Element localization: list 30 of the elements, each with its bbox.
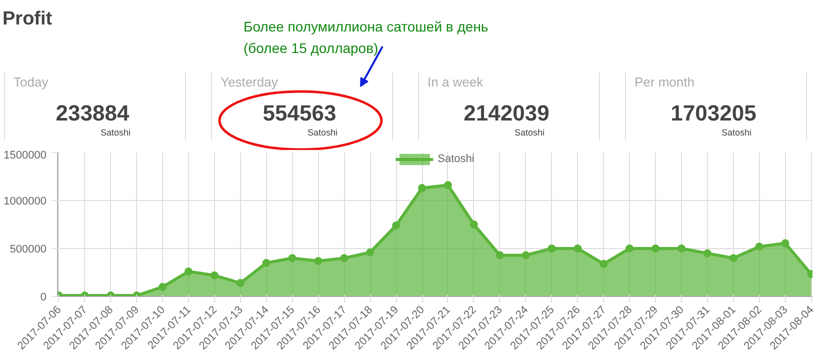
point xyxy=(781,239,790,248)
point xyxy=(677,244,686,252)
point xyxy=(626,244,634,252)
y-tick-label: 1000000 xyxy=(4,196,47,208)
point xyxy=(262,258,270,267)
point xyxy=(340,254,348,262)
point xyxy=(470,220,478,228)
point xyxy=(314,256,322,265)
point xyxy=(392,221,400,230)
point xyxy=(703,249,712,258)
point xyxy=(652,244,660,252)
point xyxy=(496,251,504,260)
point xyxy=(210,271,218,280)
y-tick-label: 1500000 xyxy=(4,150,47,162)
point xyxy=(522,251,530,260)
point xyxy=(444,181,452,190)
point xyxy=(600,260,608,268)
y-tick-label: 500000 xyxy=(10,244,47,256)
point xyxy=(158,282,167,291)
point xyxy=(418,184,426,192)
point xyxy=(366,248,374,256)
legend-label: Satoshi xyxy=(438,153,474,165)
point xyxy=(548,244,556,252)
point xyxy=(755,242,764,251)
point xyxy=(729,254,738,262)
y-tick-label: 0 xyxy=(40,292,47,304)
point xyxy=(236,279,244,288)
point xyxy=(288,254,296,262)
point xyxy=(574,244,582,252)
point xyxy=(184,268,193,276)
